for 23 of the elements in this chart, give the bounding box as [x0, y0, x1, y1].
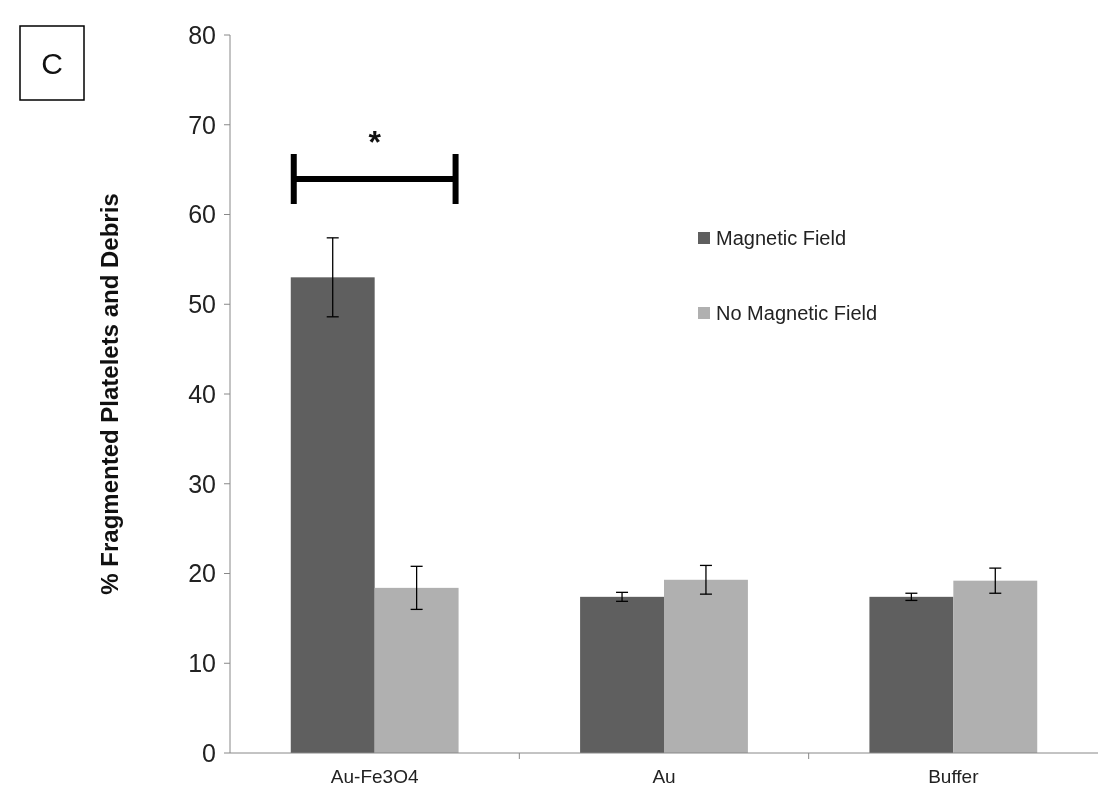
y-tick-label: 40	[188, 379, 216, 408]
y-tick-label: 50	[188, 290, 216, 318]
bar	[580, 596, 664, 753]
y-tick-label: 20	[188, 559, 216, 588]
bar	[664, 579, 748, 753]
x-tick-label: Au	[652, 766, 676, 787]
bar	[374, 587, 459, 753]
legend-label: No Magnetic Field	[716, 302, 878, 324]
y-tick-label: 70	[188, 110, 216, 139]
legend-label: Magnetic Field	[716, 227, 847, 249]
bar	[290, 277, 375, 753]
bar	[869, 596, 954, 753]
text: C	[41, 46, 63, 80]
y-tick-label: 60	[188, 200, 216, 229]
y-tick-label: 0	[202, 738, 216, 767]
annotation: *	[368, 124, 382, 160]
x-tick-label: Buffer	[928, 766, 980, 787]
y-tick-label: 10	[188, 649, 216, 677]
bar	[953, 580, 1038, 753]
x-tick-label: Au-Fe3O4	[330, 766, 419, 787]
y-axis-title: % Fragmented Platelets and Debris	[96, 193, 123, 595]
y-tick-label: 30	[188, 469, 216, 498]
y-tick-label: 80	[188, 20, 216, 49]
